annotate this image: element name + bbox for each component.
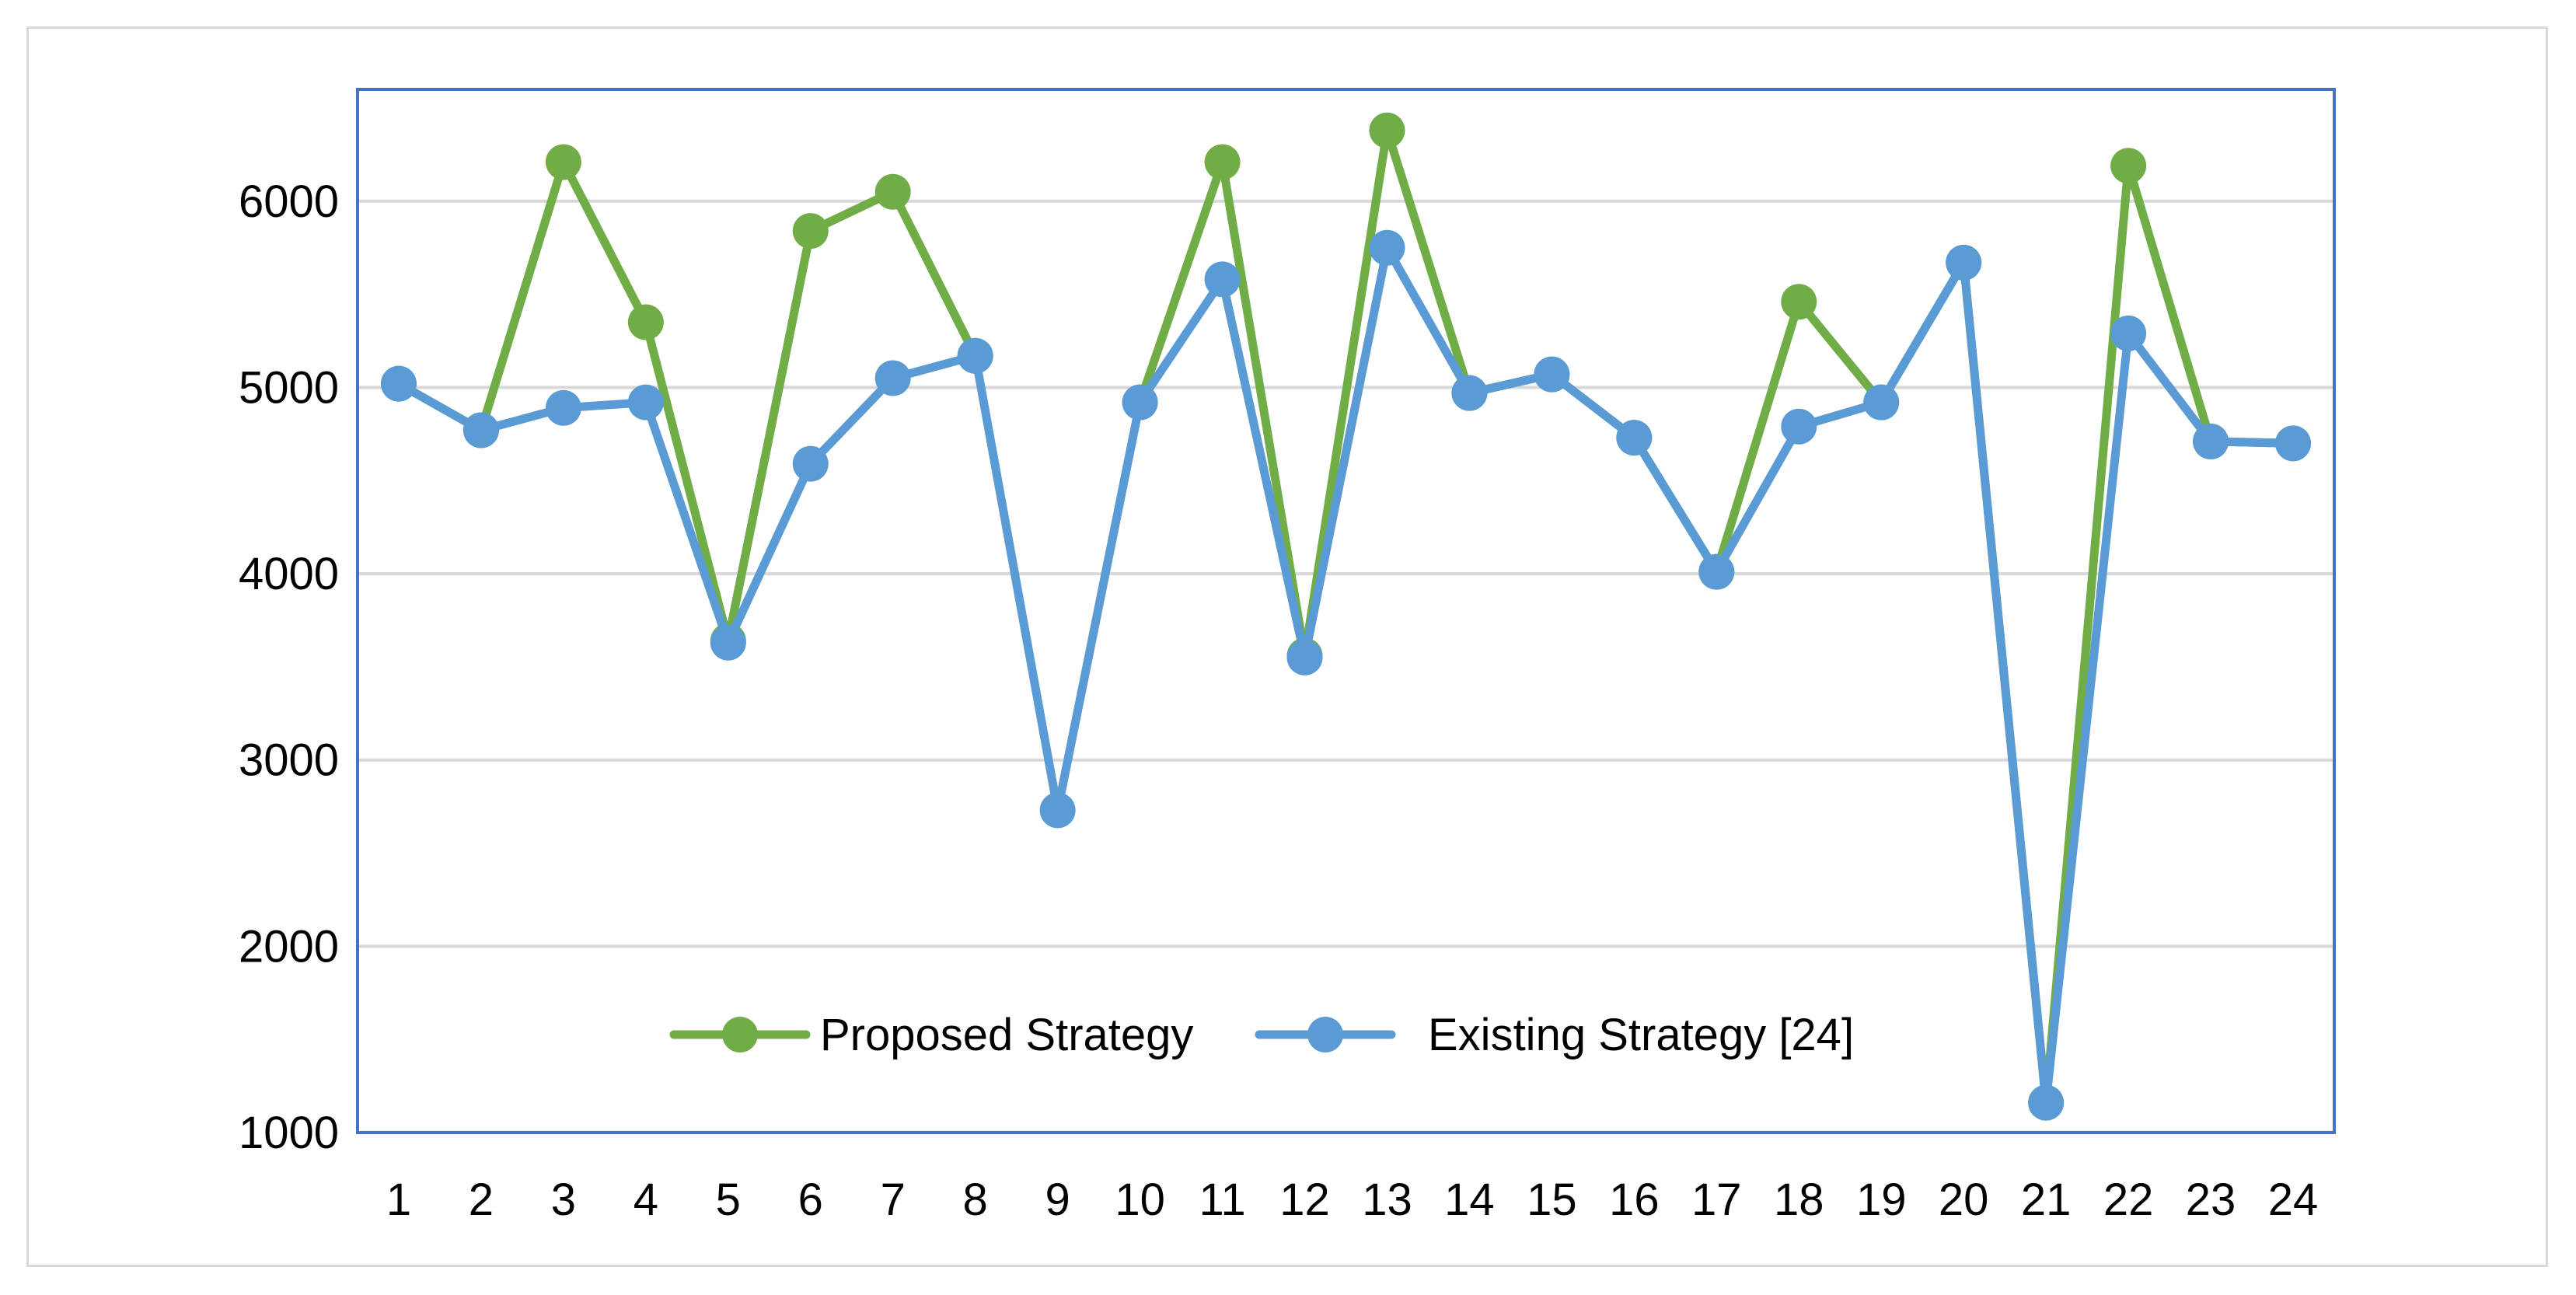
x-tick-label: 2 [469, 1175, 494, 1225]
x-tick-label: 7 [881, 1175, 906, 1225]
x-tick-label: 21 [2021, 1175, 2072, 1225]
x-tick-label: 22 [2103, 1175, 2154, 1225]
x-tick-label: 8 [963, 1175, 988, 1225]
data-point [792, 445, 829, 482]
chart-frame: 1000 2000 3000 4000 5000 6000 1 2 3 4 5 6 7 8 9 10 11 12… [26, 26, 2548, 1267]
data-point [1369, 229, 1405, 266]
legend-item-0: Proposed Strategy [669, 1010, 1193, 1060]
data-point [627, 304, 664, 340]
legend-swatch-marker [1307, 1017, 1343, 1052]
data-point [1039, 792, 1076, 829]
data-point [1781, 408, 1817, 445]
x-tick-label: 17 [1691, 1175, 1742, 1225]
data-point [792, 213, 829, 250]
y-tick-label: 6000 [239, 176, 339, 227]
x-tick-label: 15 [1527, 1175, 1577, 1225]
x-tick-label: 14 [1444, 1175, 1495, 1225]
x-tick-label: 12 [1279, 1175, 1330, 1225]
x-tick-label: 16 [1609, 1175, 1660, 1225]
data-point [1781, 284, 1817, 320]
data-point [1451, 375, 1488, 411]
legend: Proposed Strategy Existing Strategy [24] [669, 1010, 1854, 1060]
series-line [394, 243, 2298, 1108]
data-point [710, 624, 746, 661]
x-tick-label: 18 [1774, 1175, 1824, 1225]
x-tick-label: 11 [1199, 1175, 1245, 1225]
data-point [2193, 423, 2229, 459]
y-tick-label: 5000 [239, 362, 339, 413]
x-tick-label: 4 [634, 1175, 658, 1225]
data-point [1863, 384, 1900, 421]
x-tick-label: 1 [386, 1175, 411, 1225]
legend-label: Existing Strategy [24] [1428, 1010, 1854, 1060]
x-tick-label: 3 [551, 1175, 576, 1225]
data-point [380, 365, 417, 402]
x-tick-label: 10 [1115, 1175, 1165, 1225]
data-point [874, 360, 911, 396]
data-point [1204, 261, 1241, 298]
data-point [2110, 148, 2147, 184]
x-tick-label: 9 [1045, 1175, 1070, 1225]
x-tick-label: 13 [1362, 1175, 1412, 1225]
data-point [874, 173, 911, 210]
plot-area-border [356, 88, 2336, 1134]
x-tick-label: 19 [1856, 1175, 1907, 1225]
legend-item-1: Existing Strategy [24] [1255, 1010, 1854, 1060]
y-tick-label: 2000 [239, 921, 339, 972]
x-tick-label: 5 [716, 1175, 741, 1225]
data-point [2275, 425, 2312, 462]
legend-label: Proposed Strategy [820, 1010, 1193, 1060]
data-point [1698, 553, 1735, 590]
x-axis-ticks: 1 2 3 4 5 6 7 8 9 10 11 12 13 14 15 16 17 18 19 20 21 22 23 24 [386, 1175, 2318, 1225]
data-point [1369, 112, 1405, 148]
x-tick-label: 23 [2186, 1175, 2236, 1225]
data-point [545, 144, 581, 180]
data-point [1534, 356, 1570, 393]
data-point [957, 337, 993, 374]
legend-swatch-marker [722, 1017, 758, 1052]
data-point [545, 389, 581, 426]
series-layer [380, 112, 2312, 1121]
x-tick-label: 24 [2268, 1175, 2319, 1225]
data-point [1204, 144, 1241, 180]
data-point [627, 384, 664, 421]
y-tick-label: 3000 [239, 735, 339, 786]
series-0 [380, 112, 2312, 1121]
data-point [1122, 384, 1158, 421]
x-tick-label: 20 [1939, 1175, 1989, 1225]
data-point [1946, 244, 1982, 281]
data-point [462, 412, 499, 449]
series-line [394, 157, 980, 645]
data-point [1616, 420, 1653, 456]
data-point [2110, 315, 2147, 351]
series-1 [380, 229, 2312, 1121]
data-point [1286, 639, 1323, 675]
gridlines [358, 199, 2334, 948]
data-point [2028, 1084, 2065, 1121]
y-tick-label: 1000 [239, 1108, 339, 1158]
x-tick-label: 6 [798, 1175, 823, 1225]
y-axis-ticks: 1000 2000 3000 4000 5000 6000 [239, 176, 339, 1158]
y-tick-label: 4000 [239, 549, 339, 599]
